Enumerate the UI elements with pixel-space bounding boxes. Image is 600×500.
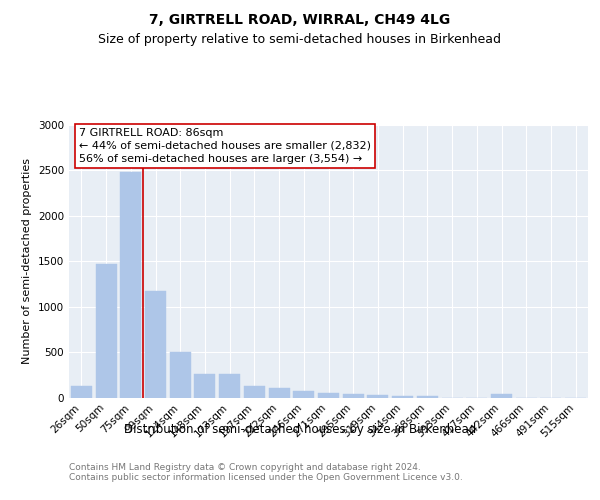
Bar: [194, 374, 215, 398]
Bar: [417, 396, 438, 398]
Bar: [170, 352, 191, 398]
Bar: [120, 172, 141, 398]
Bar: [392, 396, 413, 398]
Bar: [318, 392, 339, 398]
Bar: [71, 386, 92, 398]
Text: 7, GIRTRELL ROAD, WIRRAL, CH49 4LG: 7, GIRTRELL ROAD, WIRRAL, CH49 4LG: [149, 12, 451, 26]
Bar: [367, 395, 388, 398]
Text: Contains HM Land Registry data © Crown copyright and database right 2024.
Contai: Contains HM Land Registry data © Crown c…: [69, 462, 463, 482]
Bar: [491, 394, 512, 398]
Bar: [293, 391, 314, 398]
Bar: [95, 264, 116, 398]
Y-axis label: Number of semi-detached properties: Number of semi-detached properties: [22, 158, 32, 364]
Text: Size of property relative to semi-detached houses in Birkenhead: Size of property relative to semi-detach…: [98, 32, 502, 46]
Bar: [343, 394, 364, 398]
Bar: [244, 386, 265, 398]
Bar: [145, 291, 166, 398]
Text: Distribution of semi-detached houses by size in Birkenhead: Distribution of semi-detached houses by …: [124, 422, 476, 436]
Bar: [219, 374, 240, 398]
Bar: [269, 388, 290, 398]
Text: 7 GIRTRELL ROAD: 86sqm
← 44% of semi-detached houses are smaller (2,832)
56% of : 7 GIRTRELL ROAD: 86sqm ← 44% of semi-det…: [79, 128, 371, 164]
